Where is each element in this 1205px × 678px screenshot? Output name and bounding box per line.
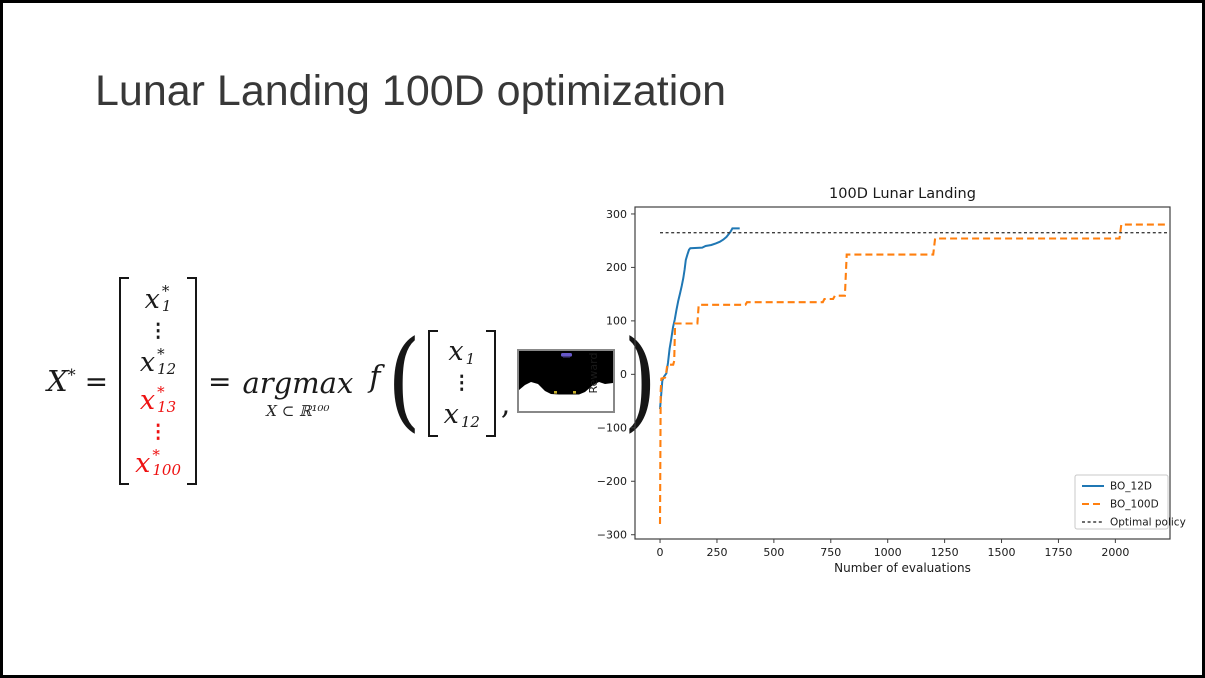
- matrix-row: ⋮: [452, 372, 472, 394]
- y-tick-label: 200: [606, 261, 627, 274]
- x-tick-label: 1750: [1044, 546, 1072, 559]
- chart-title: 100D Lunar Landing: [829, 186, 976, 202]
- x-tick-label: 1500: [988, 546, 1016, 559]
- matrix-row: x * 100: [135, 446, 181, 479]
- series-BO_12D: [659, 227, 740, 410]
- lunar-lander-thumbnail: [517, 349, 616, 413]
- matrix-row: x * 1: [144, 282, 172, 315]
- function-f: f: [369, 359, 381, 395]
- argmax-constraint: X ⊂ ℝ¹⁰⁰: [266, 401, 330, 420]
- open-paren: (: [387, 318, 422, 444]
- lander-body: [561, 353, 573, 357]
- equals-sign: =: [208, 364, 232, 398]
- chart-figure: 0 250 500 750 1000 1250 1500 1750 2000 −300 −200 −1…: [583, 185, 1195, 579]
- optimal-vector-matrix: x * 1 ⋮ x * 12 x * 13 ⋮ x * 100: [119, 277, 197, 485]
- matrix-row: x * 13: [139, 383, 177, 416]
- x-tick-label: 1250: [931, 546, 959, 559]
- plot-border: [634, 206, 1171, 540]
- matrix-row: x​12: [443, 399, 480, 431]
- y-tick-label: −100: [597, 422, 627, 435]
- x-axis-label: Number of evaluations: [834, 561, 971, 575]
- landing-flag-left: [554, 391, 558, 394]
- matrix-bracket-right: [485, 329, 496, 437]
- x-tick-label: 250: [706, 546, 727, 559]
- comma-separator: ,: [500, 386, 511, 422]
- x-tick-label: 0: [657, 546, 664, 559]
- y-tick-label: −300: [597, 529, 627, 542]
- equals-sign: =: [84, 364, 109, 398]
- lander-body-shadow: [563, 356, 571, 358]
- y-tick-label: 100: [606, 315, 627, 328]
- legend-label: BO_100D: [1110, 499, 1159, 511]
- series-BO_100D: [658, 223, 1169, 525]
- y-tick-label: −200: [597, 475, 627, 488]
- x-tick-label: 1000: [874, 546, 902, 559]
- argmax-text: argmax: [242, 365, 354, 400]
- landing-flag-right: [573, 391, 577, 394]
- policy-vector-matrix: x​1 ⋮ x​12: [427, 329, 496, 437]
- matrix-bracket-left: [119, 277, 130, 485]
- matrix-bracket-right: [187, 277, 197, 485]
- argmax-operator: argmax X ⊂ ℝ¹⁰⁰: [242, 365, 354, 420]
- legend-box: [1074, 474, 1169, 530]
- y-tick-label: 0: [620, 368, 627, 381]
- x-tick-label: 2000: [1101, 546, 1129, 559]
- formula-lhs: X*: [47, 364, 76, 398]
- y-axis-label: Reward: [587, 353, 600, 394]
- slide-title: Lunar Landing 100D optimization: [95, 67, 727, 115]
- lander-terrain: [519, 382, 614, 404]
- matrix-row: x * 12: [139, 345, 177, 378]
- y-tick-label: 300: [606, 208, 627, 221]
- matrix-row: ⋮: [148, 420, 168, 443]
- matrix-row: x​1: [448, 336, 476, 368]
- x-tick-label: 750: [820, 546, 841, 559]
- matrix-row: ⋮: [148, 319, 168, 342]
- legend-label: Optimal policy: [1110, 517, 1186, 529]
- optimization-formula: X* = x * 1 ⋮ x * 12 x * 13 ⋮ x * 100 = argmax X ⊂ ℝ¹⁰…: [47, 255, 662, 507]
- x-tick-label: 500: [763, 546, 784, 559]
- reward-chart: 0 250 500 750 1000 1250 1500 1750 2000−300−200−1…: [587, 186, 1186, 575]
- legend-label: BO_12D: [1110, 481, 1152, 493]
- close-paren: ): [623, 318, 658, 444]
- matrix-bracket-left: [427, 329, 438, 437]
